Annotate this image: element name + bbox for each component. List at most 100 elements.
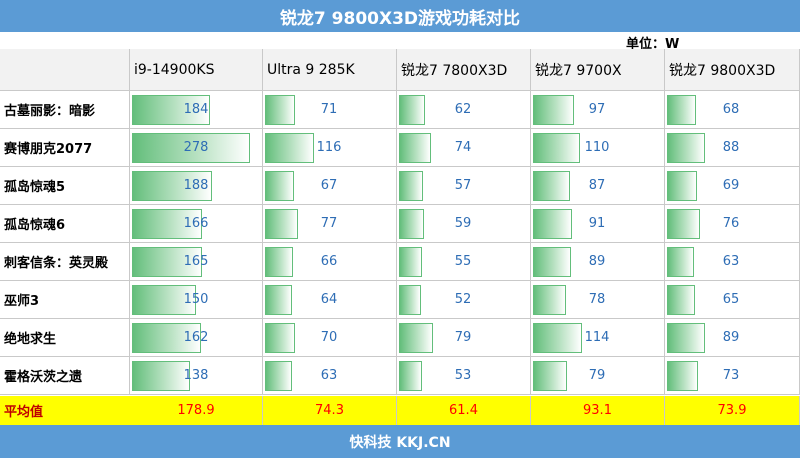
power-table: i9-14900KS Ultra 9 285K 锐龙7 7800X3D 锐龙7 970… <box>0 49 800 396</box>
game-label: 霍格沃茨之遗 <box>0 357 130 395</box>
value-bar <box>667 209 700 239</box>
value-label: 74 <box>454 140 472 155</box>
value-label: 65 <box>722 292 740 307</box>
value-bar <box>399 171 423 201</box>
average-row: 平均值 178.9 74.3 61.4 93.1 73.9 <box>0 396 800 425</box>
game-label: 孤岛惊魂5 <box>0 167 130 205</box>
value-bar <box>132 171 212 201</box>
value-label: 77 <box>320 216 338 231</box>
column-header: i9-14900KS <box>130 49 263 91</box>
value-label: 184 <box>183 102 209 117</box>
value-bar <box>533 247 571 277</box>
footer-source: 快科技 KKJ.CN <box>0 425 800 458</box>
value-label: 52 <box>454 292 472 307</box>
value-bar <box>533 171 570 201</box>
value-bar <box>533 133 580 163</box>
value-bar <box>132 95 210 125</box>
game-label: 孤岛惊魂6 <box>0 205 130 243</box>
value-bar <box>265 95 295 125</box>
value-label: 91 <box>588 216 606 231</box>
game-label: 巫师3 <box>0 281 130 319</box>
value-bar <box>399 361 422 391</box>
value-label: 68 <box>722 102 740 117</box>
value-bar <box>533 285 566 315</box>
average-value: 61.4 <box>397 396 531 425</box>
value-bar <box>667 133 705 163</box>
value-label: 55 <box>454 254 472 269</box>
value-label: 89 <box>588 254 606 269</box>
value-bar <box>132 133 250 163</box>
value-label: 97 <box>588 102 606 117</box>
average-value: 93.1 <box>531 396 665 425</box>
value-bar <box>132 323 201 353</box>
column-header: 锐龙7 9700X <box>531 49 665 91</box>
value-bar <box>667 285 695 315</box>
value-bar <box>667 171 697 201</box>
header-corner <box>0 49 130 91</box>
value-label: 76 <box>722 216 740 231</box>
game-label: 赛博朋克2077 <box>0 129 130 167</box>
value-bar <box>132 285 196 315</box>
value-label: 71 <box>320 102 338 117</box>
value-label: 88 <box>722 140 740 155</box>
value-label: 87 <box>588 178 606 193</box>
value-label: 165 <box>183 254 209 269</box>
value-bar <box>399 285 421 315</box>
value-label: 162 <box>183 330 209 345</box>
value-bar <box>265 361 292 391</box>
game-label: 古墓丽影：暗影 <box>0 91 130 129</box>
value-label: 69 <box>722 178 740 193</box>
value-bar <box>667 323 705 353</box>
value-bar <box>667 361 698 391</box>
value-label: 110 <box>584 140 610 155</box>
value-bar <box>132 209 202 239</box>
value-label: 66 <box>320 254 338 269</box>
value-bar <box>132 361 190 391</box>
value-bar <box>265 323 295 353</box>
value-bar <box>399 209 424 239</box>
value-label: 59 <box>454 216 472 231</box>
value-label: 63 <box>320 368 338 383</box>
value-bar <box>265 133 314 163</box>
value-bar <box>265 247 293 277</box>
value-bar <box>533 95 574 125</box>
average-value: 73.9 <box>665 396 800 425</box>
value-bar <box>399 323 433 353</box>
value-label: 79 <box>588 368 606 383</box>
value-label: 278 <box>183 140 209 155</box>
value-bar <box>265 285 292 315</box>
average-label: 平均值 <box>4 405 44 420</box>
value-bar <box>399 247 422 277</box>
unit-row: 单位：W <box>0 32 800 52</box>
average-value: 74.3 <box>263 396 397 425</box>
game-label: 绝地求生 <box>0 319 130 357</box>
value-bar <box>533 361 567 391</box>
value-label: 114 <box>584 330 610 345</box>
value-bar <box>667 247 694 277</box>
value-bar <box>265 171 294 201</box>
value-label: 64 <box>320 292 338 307</box>
value-label: 166 <box>183 216 209 231</box>
value-bar <box>533 209 572 239</box>
value-label: 70 <box>320 330 338 345</box>
value-bar <box>265 209 298 239</box>
value-label: 138 <box>183 368 209 383</box>
chart-title: 锐龙7 9800X3D游戏功耗对比 <box>0 0 800 32</box>
value-label: 53 <box>454 368 472 383</box>
value-label: 188 <box>183 178 209 193</box>
value-label: 78 <box>588 292 606 307</box>
value-bar <box>132 247 202 277</box>
value-label: 73 <box>722 368 740 383</box>
game-label: 刺客信条：英灵殿 <box>0 243 130 281</box>
value-label: 79 <box>454 330 472 345</box>
value-label: 62 <box>454 102 472 117</box>
value-bar <box>533 323 582 353</box>
unit-label: 单位：W <box>626 37 680 52</box>
value-label: 57 <box>454 178 472 193</box>
value-bar <box>667 95 696 125</box>
value-label: 67 <box>320 178 338 193</box>
value-label: 116 <box>316 140 342 155</box>
column-header: 锐龙7 7800X3D <box>397 49 531 91</box>
average-value: 178.9 <box>130 396 263 425</box>
value-bar <box>399 95 425 125</box>
